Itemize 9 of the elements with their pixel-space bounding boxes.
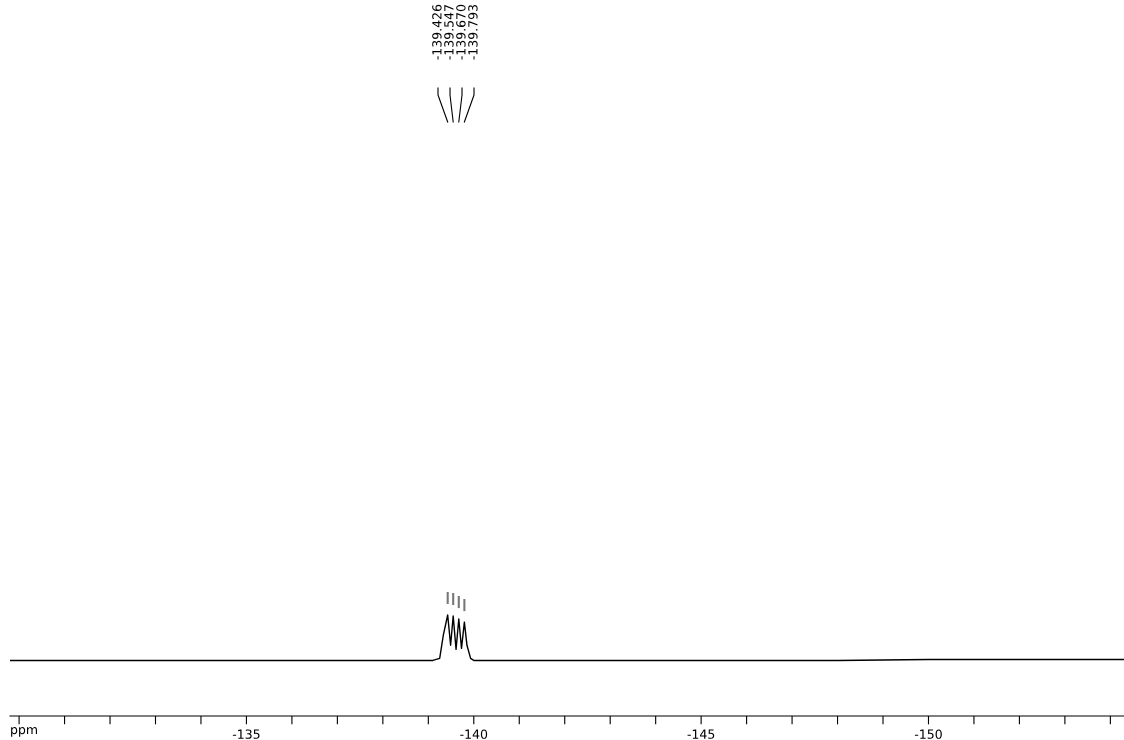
- x-tick-label: -140: [460, 729, 488, 739]
- x-axis-title: ppm: [11, 727, 37, 737]
- text: -139.793: [468, 5, 478, 60]
- text: -139.426: [432, 4, 442, 60]
- text: -139.547: [444, 5, 454, 60]
- x-tick-label: -145: [687, 729, 715, 739]
- x-tick-label: -135: [232, 729, 260, 739]
- text: -139.670: [456, 4, 466, 60]
- x-tick-label: -150: [914, 729, 942, 739]
